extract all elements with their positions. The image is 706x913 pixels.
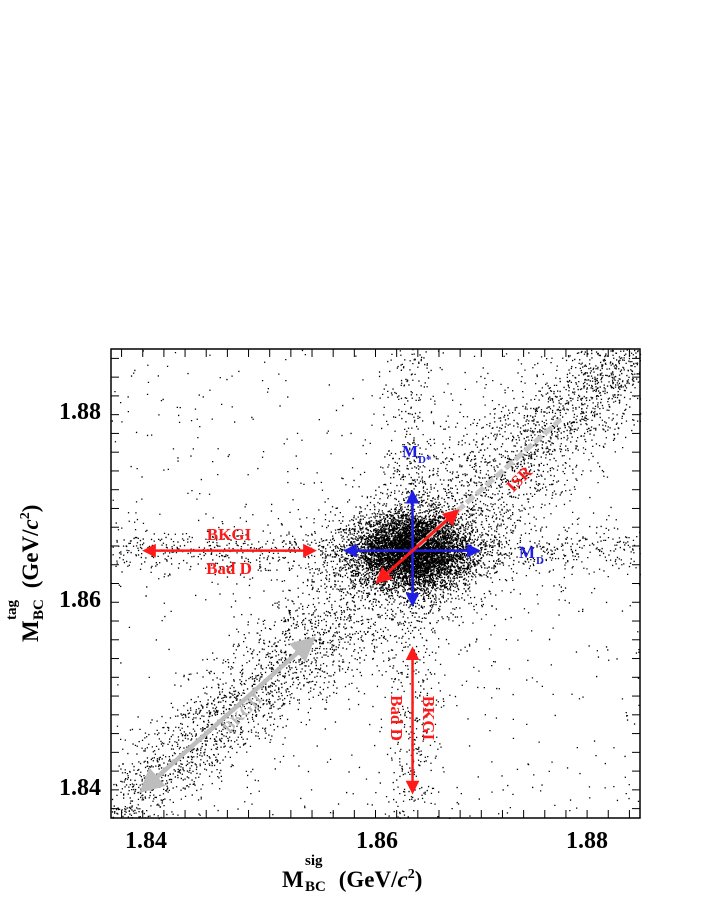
y-tick-label-1: 1.84	[59, 775, 101, 801]
svg-text:sig: sig	[305, 853, 323, 869]
scatter-points	[111, 349, 642, 820]
x-tick-label-2: 1.86	[356, 828, 398, 854]
bad-d-horizontal-label: Bad D	[206, 559, 252, 578]
y-tick-label-2: 1.86	[59, 587, 101, 613]
bad-d-vertical-label: Bad D	[387, 695, 406, 741]
svg-text:D*: D*	[418, 454, 432, 466]
svg-text:(GeV/c2): (GeV/c2)	[333, 867, 422, 892]
x-tick-label-3: 1.88	[566, 828, 608, 854]
y-tick-label-3: 1.88	[59, 399, 101, 425]
svg-text:M: M	[519, 543, 535, 562]
svg-text:BC: BC	[305, 879, 326, 895]
svg-text:BC: BC	[31, 599, 47, 620]
svg-text:(GeV/c2): (GeV/c2)	[18, 505, 43, 594]
bkgii-arrow	[139, 636, 316, 794]
svg-text:D: D	[536, 555, 544, 567]
svg-text:M: M	[282, 867, 304, 892]
bkgi-vertical-label: BKGI	[419, 696, 438, 741]
isr-arrow	[375, 509, 460, 584]
x-axis-label: M sig BC (GeV/c2)	[282, 853, 422, 895]
y-axis-label: M tag BC (GeV/c2)	[4, 505, 47, 642]
annotation-arrows	[139, 417, 563, 795]
axis-ticks	[111, 349, 640, 818]
md-annotation: M D	[519, 543, 544, 567]
svg-text:M: M	[402, 442, 418, 461]
svg-text:tag: tag	[4, 600, 20, 620]
svg-text:M: M	[18, 620, 43, 642]
bkgi-horizontal-label: BKGI	[207, 525, 252, 544]
md-star-annotation: M D*	[402, 442, 432, 466]
x-tick-label-1: 1.84	[125, 828, 167, 854]
scatter-point-cloud	[111, 349, 642, 820]
